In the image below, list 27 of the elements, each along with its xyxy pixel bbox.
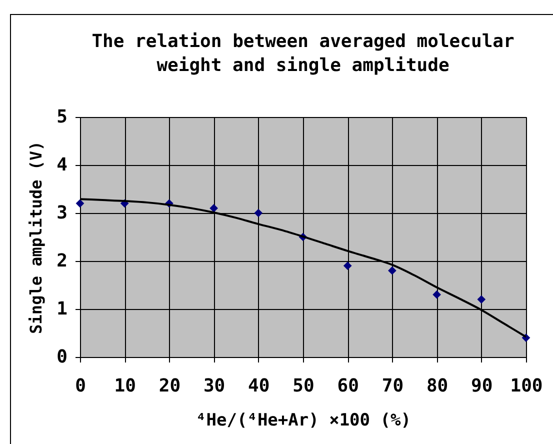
y-tick-label: 1: [56, 298, 68, 320]
y-tick-label: 5: [56, 106, 68, 128]
y-tick-label: 0: [56, 346, 68, 368]
x-tick-label: 80: [426, 376, 448, 396]
x-axis-title: ⁴He/(⁴He+Ar) ×100 (%): [196, 410, 411, 430]
x-tick-label: 70: [382, 376, 404, 396]
point: [432, 290, 441, 299]
y-tick-label: 3: [56, 202, 68, 224]
x-tick-label: 10: [114, 376, 136, 396]
y-tick-label: 2: [56, 250, 68, 272]
chart-title: The relation between averaged molecular weight and single amplitude: [92, 31, 514, 76]
x-tick-label: 0: [75, 376, 86, 396]
point: [343, 262, 352, 270]
x-tick-label: 50: [292, 376, 314, 396]
point: [477, 295, 486, 304]
x-tick-label: 20: [158, 376, 181, 396]
point: [254, 208, 263, 218]
y-axis-title: Single amplitude (V): [26, 141, 46, 334]
x-tick-label: 40: [248, 376, 270, 396]
point: [210, 204, 218, 212]
x-tick-label: 100: [510, 376, 543, 396]
x-tick-label: 30: [203, 376, 226, 396]
y-tick-label: 4: [56, 154, 68, 176]
x-tick-label: 90: [471, 376, 493, 396]
point: [388, 266, 396, 275]
point: [76, 199, 84, 208]
x-tick-label: 60: [337, 376, 359, 396]
